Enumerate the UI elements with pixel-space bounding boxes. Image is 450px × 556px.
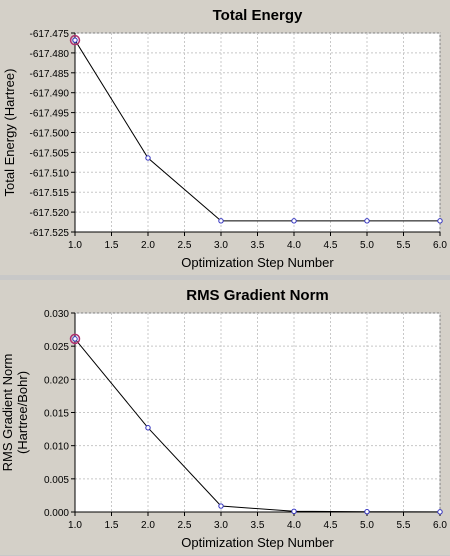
x-tick-label: 5.0 [360, 240, 374, 251]
x-tick-label: 6.0 [433, 520, 447, 531]
y-tick-label: 0.025 [44, 342, 69, 353]
energy-chart-panel: Total Energy 1.0 1.5 2.0 2.5 3.0 3.5 4.0 4.5 5.0 5… [0, 0, 450, 275]
data-point [72, 336, 78, 342]
y-tick-label: 0.000 [44, 508, 69, 519]
y-tick-label: -617.490 [30, 89, 70, 100]
x-tick-label: 3.5 [251, 520, 265, 531]
y-tick-label: -617.510 [30, 168, 70, 179]
data-point [145, 425, 151, 431]
gradient-chart-panel: RMS Gradient Norm 1.0 1.5 2.0 2.5 3.0 3.5 4.0 4.… [0, 280, 450, 555]
y-axis-title: (Hartree/Bohr) [15, 371, 30, 454]
series-line [74, 39, 440, 222]
x-tick-label: 1.0 [68, 520, 82, 531]
y-tick-label: -617.475 [30, 29, 70, 40]
x-tick-label: 1.5 [105, 240, 119, 251]
data-point [291, 218, 297, 224]
y-tick-label: -617.500 [30, 129, 70, 140]
y-tick-label: -617.525 [30, 228, 70, 239]
x-tick-label: 2.5 [178, 240, 192, 251]
y-tick-label: 0.020 [44, 375, 69, 386]
x-tick-label: 5.5 [397, 240, 411, 251]
y-tick-label: 0.015 [44, 409, 69, 420]
y-tick-label: -617.515 [30, 188, 70, 199]
data-point [145, 155, 151, 161]
x-tick-label: 1.0 [68, 240, 82, 251]
y-tick-label: -617.520 [30, 208, 70, 219]
y-tick-label: -617.485 [30, 69, 70, 80]
y-tick-label: 0.010 [44, 442, 69, 453]
x-tick-label: 5.5 [397, 520, 411, 531]
x-tick-label: 4.0 [287, 520, 301, 531]
x-axis-title: Optimization Step Number [181, 535, 334, 550]
x-tick-label: 3.5 [251, 240, 265, 251]
y-tick-label: 0.005 [44, 475, 69, 486]
x-tick-label: 2.0 [141, 520, 155, 531]
x-tick-label: 4.5 [324, 520, 338, 531]
y-axis-title: RMS Gradient Norm [0, 354, 15, 472]
data-point [364, 508, 370, 515]
y-tick-label: -617.505 [30, 148, 70, 159]
x-tick-label: 4.0 [287, 240, 301, 251]
data-point [218, 218, 224, 224]
y-axis-title: Total Energy (Hartree) [2, 69, 17, 197]
series-line [74, 338, 441, 513]
data-point [437, 218, 443, 224]
y-tick-label: 0.030 [44, 309, 69, 320]
x-tick-label: 3.0 [214, 520, 228, 531]
y-tick-label: -617.495 [30, 109, 70, 120]
data-point [437, 509, 443, 515]
x-tick-label: 6.0 [433, 240, 447, 251]
x-tick-label: 1.5 [105, 520, 119, 531]
x-tick-label: 2.5 [178, 520, 192, 531]
data-point [72, 37, 78, 43]
x-tick-label: 2.0 [141, 240, 155, 251]
x-tick-label: 5.0 [360, 520, 374, 531]
chart-title: Total Energy [213, 7, 303, 24]
data-point [218, 503, 224, 509]
data-point [364, 218, 370, 224]
x-tick-label: 4.5 [324, 240, 338, 251]
chart-title: RMS Gradient Norm [186, 287, 329, 304]
gradient-chart: RMS Gradient Norm 1.0 1.5 2.0 2.5 3.0 3.5 4.0 4.… [0, 287, 447, 550]
data-point-highlight [69, 34, 81, 46]
data-point-highlight [69, 333, 81, 345]
x-tick-label: 3.0 [214, 240, 228, 251]
data-point [291, 508, 297, 515]
x-axis-title: Optimization Step Number [181, 255, 334, 270]
energy-chart: Total Energy 1.0 1.5 2.0 2.5 3.0 3.5 4.0 4.5 5.0 5… [2, 7, 447, 270]
y-tick-label: -617.480 [30, 49, 70, 60]
